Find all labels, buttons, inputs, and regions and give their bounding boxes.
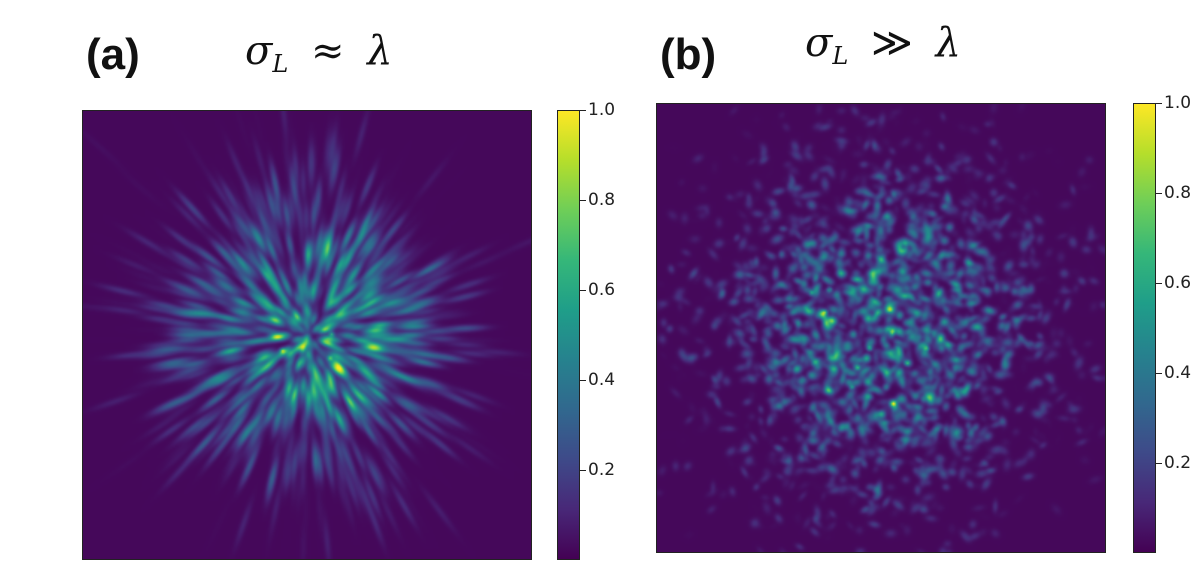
colorbar-tick-label: 0.2	[1164, 453, 1192, 473]
colorbar-tick	[580, 200, 586, 201]
lambda-symbol: λ	[935, 20, 961, 66]
lambda-symbol: λ	[367, 28, 393, 74]
colorbar-tick	[580, 380, 586, 381]
relation-symbol: ≈	[310, 28, 345, 74]
colorbar-tick-label: 0.8	[1164, 183, 1192, 203]
panel-b-condition: σL ≫ λ	[805, 20, 961, 70]
panel-a-condition: σL ≈ λ	[245, 28, 393, 78]
colorbar-a	[557, 110, 580, 560]
colorbar-tick	[1156, 103, 1162, 104]
heatmap-b-canvas	[657, 104, 1105, 552]
panel-b-label: (b)	[660, 30, 717, 79]
sigma-symbol: σ	[245, 28, 273, 74]
colorbar-tick	[580, 290, 586, 291]
colorbar-tick-label: 0.8	[588, 190, 616, 210]
heatmap-b	[656, 103, 1106, 553]
heatmap-a	[82, 110, 532, 560]
relation-symbol: ≫	[870, 20, 913, 66]
colorbar-tick-label: 1.0	[1164, 93, 1192, 113]
colorbar-b	[1133, 103, 1156, 553]
colorbar-tick-label: 0.4	[588, 370, 616, 390]
colorbar-tick	[580, 110, 586, 111]
colorbar-tick	[1156, 373, 1162, 374]
sigma-symbol: σ	[805, 20, 833, 66]
sigma-subscript: L	[832, 42, 849, 70]
sigma-subscript: L	[272, 50, 289, 78]
panel-a-label: (a)	[86, 30, 140, 79]
colorbar-tick-label: 0.2	[588, 460, 616, 480]
colorbar-tick-label: 0.6	[1164, 273, 1192, 293]
colorbar-tick-label: 0.6	[588, 280, 616, 300]
colorbar-tick	[580, 470, 586, 471]
colorbar-tick	[1156, 463, 1162, 464]
colorbar-tick	[1156, 193, 1162, 194]
colorbar-tick-label: 0.4	[1164, 363, 1192, 383]
colorbar-tick	[1156, 283, 1162, 284]
colorbar-tick-label: 1.0	[588, 100, 616, 120]
heatmap-a-canvas	[83, 111, 531, 559]
